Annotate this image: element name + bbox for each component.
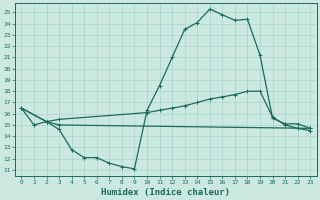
X-axis label: Humidex (Indice chaleur): Humidex (Indice chaleur): [101, 188, 230, 197]
